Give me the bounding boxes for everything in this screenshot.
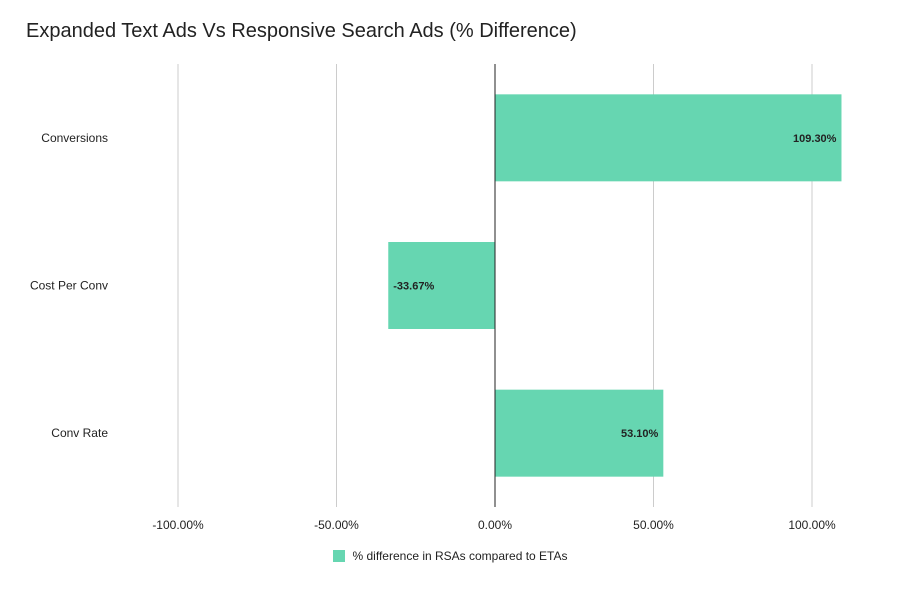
x-tick-label: -50.00% xyxy=(314,518,359,532)
x-tick-label: -100.00% xyxy=(152,518,204,532)
category-label: Cost Per Conv xyxy=(30,279,108,293)
category-label: Conversions xyxy=(41,131,108,145)
category-label: Conv Rate xyxy=(51,426,108,440)
legend-label: % difference in RSAs compared to ETAs xyxy=(352,549,568,563)
bar xyxy=(495,389,664,477)
data-label: 109.30% xyxy=(793,133,837,145)
chart-title: Expanded Text Ads Vs Responsive Search A… xyxy=(26,20,577,42)
legend: % difference in RSAs compared to ETAs xyxy=(0,549,900,563)
bar xyxy=(388,242,495,329)
data-label: 53.10% xyxy=(621,428,659,440)
x-tick-label: 100.00% xyxy=(788,518,836,532)
x-tick-label: 50.00% xyxy=(633,518,674,532)
bar xyxy=(495,94,842,182)
data-label: -33.67% xyxy=(393,281,434,293)
legend-swatch xyxy=(332,550,345,562)
x-tick-label: 0.00% xyxy=(478,518,512,532)
